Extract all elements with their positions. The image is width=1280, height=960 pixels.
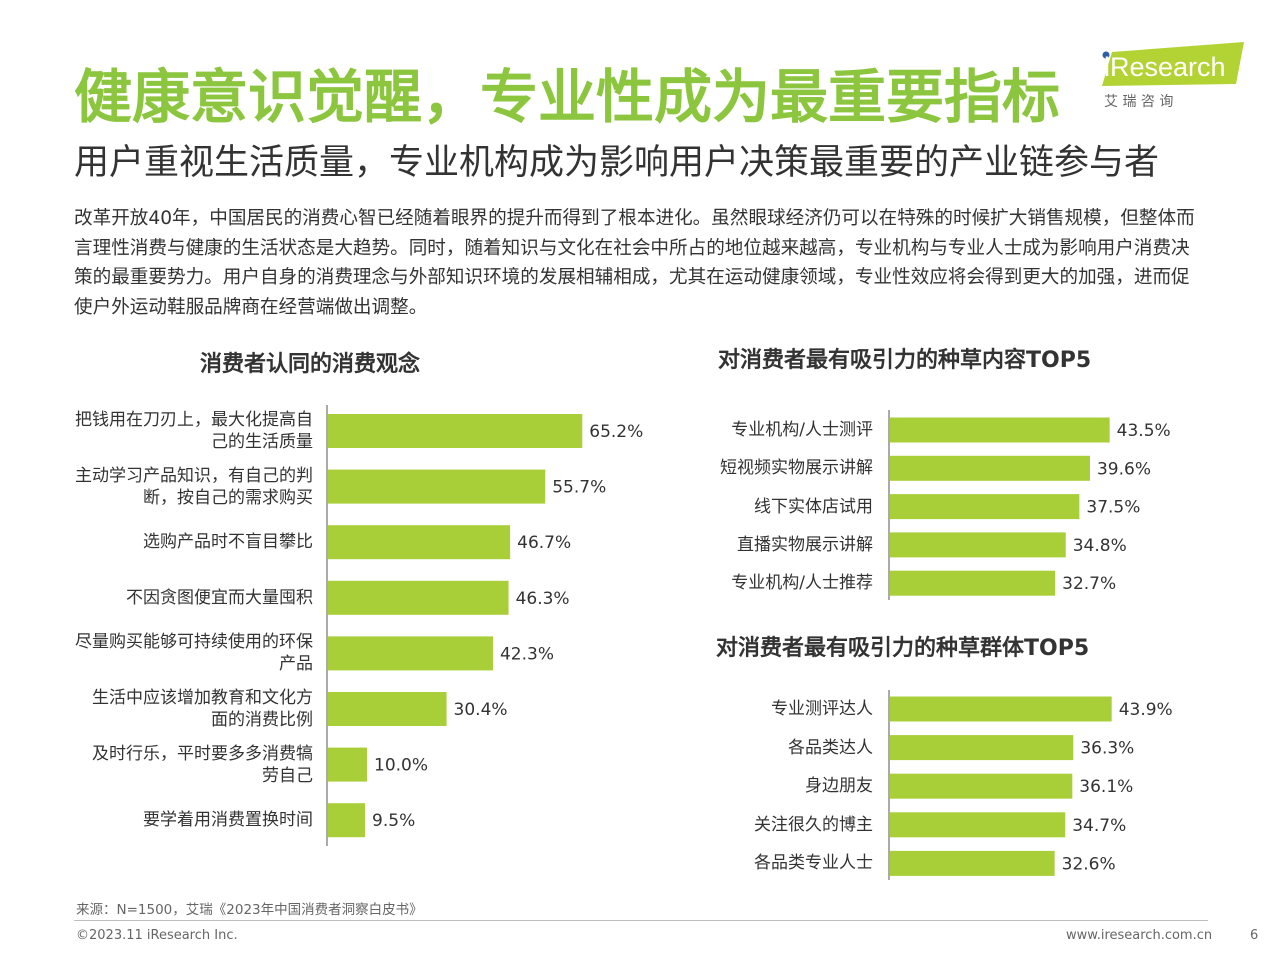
page-number: 6 <box>1250 928 1259 943</box>
chart1-value-label-4: 46.3% <box>516 589 570 609</box>
chart2-category-label-1-line-1: 专业机构/人士测评 <box>731 420 873 440</box>
chart1-bar-1 <box>328 414 583 448</box>
chart3-category-label-2: 各品类达人 <box>673 737 873 759</box>
chart1-category-label-6-line-1: 生活中应该增加教育和文化方 <box>92 688 313 708</box>
chart2-category-label-1: 专业机构/人士测评 <box>673 419 873 441</box>
chart2-category-label-2-line-1: 短视频实物展示讲解 <box>720 458 873 479</box>
chart1-category-label-5-line-2: 产品 <box>279 654 313 675</box>
chart1-value-label-7: 10.0% <box>374 756 428 776</box>
chart1-bar-2 <box>328 469 546 504</box>
chart2-category-label-4-line-1: 直播实物展示讲解 <box>737 534 873 555</box>
chart2-category-label-3-line-1: 线下实体店试用 <box>754 496 873 517</box>
chart1-category-label-5: 尽量购买能够可持续使用的环保 产品 <box>53 631 313 675</box>
chart2-value-label-5: 32.7% <box>1062 574 1116 594</box>
chart3-bar-5 <box>890 850 1055 876</box>
chart2-value-label-3: 37.5% <box>1086 498 1140 518</box>
chart2-value-label-2: 39.6% <box>1097 459 1151 479</box>
chart1-category-label-1-line-2: 己的生活质量 <box>211 432 313 452</box>
chart2-category-label-4: 直播实物展示讲解 <box>673 534 873 556</box>
chart1-bar-4 <box>328 580 509 615</box>
chart1-category-label-3: 选购产品时不盲目攀比 <box>53 531 313 553</box>
chart1-category-label-7-line-1: 及时行乐，平时要多多消费犒 <box>92 743 313 764</box>
chart1-category-label-6-line-2: 面的消费比例 <box>211 710 313 730</box>
chart1-value-label-8: 9.5% <box>372 811 415 831</box>
chart3-category-label-1: 专业测评达人 <box>673 698 873 720</box>
chart3-category-label-3: 身边朋友 <box>673 775 873 797</box>
chart3-bar-4 <box>890 812 1066 838</box>
chart3-bar-1 <box>890 696 1112 722</box>
chart1-value-label-5: 42.3% <box>500 644 554 664</box>
chart1-value-label-3: 46.7% <box>517 533 571 553</box>
chart1-category-label-8: 要学着用消费置换时间 <box>53 809 313 831</box>
chart2-category-label-3: 线下实体店试用 <box>673 496 873 518</box>
chart2-category-label-5-line-1: 专业机构/人士推荐 <box>731 573 873 594</box>
chart3-bar-2 <box>890 735 1074 761</box>
chart1-category-label-4-line-1: 不因贪图便宜而大量囤积 <box>126 587 313 608</box>
chart3-category-label-1-line-1: 专业测评达人 <box>771 699 873 719</box>
chart1-category-label-6: 生活中应该增加教育和文化方 面的消费比例 <box>53 687 313 731</box>
chart1-category-label-5-line-1: 尽量购买能够可持续使用的环保 <box>75 632 313 653</box>
chart1-bar-5 <box>328 636 493 671</box>
chart1-category-label-8-line-1: 要学着用消费置换时间 <box>143 810 313 831</box>
chart1 <box>0 0 1 1</box>
body-paragraph: 改革开放40年，中国居民的消费心智已经随着眼界的提升而得到了根本进化。虽然眼球经… <box>74 208 1195 318</box>
chart1-value-label-1: 65.2% <box>589 422 643 442</box>
logo-cn-text: 艾 瑞 咨 询 <box>1104 94 1173 110</box>
chart1-category-label-3-line-1: 选购产品时不盲目攀比 <box>143 532 313 553</box>
chart1-bar-8 <box>328 803 366 838</box>
chart1-category-label-1: 把钱用在刀刃上，最大化提高自 己的生活质量 <box>53 409 313 453</box>
chart3-value-label-1: 43.9% <box>1119 700 1173 720</box>
page-title: 健康意识觉醒，专业性成为最重要指标 <box>74 63 1061 131</box>
chart3-value-label-4: 34.7% <box>1072 816 1126 836</box>
chart3-value-label-3: 36.1% <box>1079 777 1133 797</box>
chart1-category-label-2-line-2: 断，按自己的需求购买 <box>143 487 313 508</box>
chart2-category-label-2: 短视频实物展示讲解 <box>673 457 873 479</box>
chart1-value-label-6: 30.4% <box>454 700 508 720</box>
chart1-category-label-1-line-1: 把钱用在刀刃上，最大化提高自 <box>75 410 313 430</box>
chart1-bar-6 <box>328 692 447 726</box>
footer-divider <box>74 920 1208 921</box>
copyright: ©2023.11 iResearch Inc. <box>76 928 238 943</box>
chart3-category-label-4: 关注很久的博主 <box>673 814 873 836</box>
chart1-category-label-2: 主动学习产品知识，有自己的判 断，按自己的需求购买 <box>53 465 313 509</box>
chart1-category-label-7-line-2: 劳自己 <box>262 765 313 786</box>
iresearch-logo: iResearch 艾 瑞 咨 询 <box>1098 40 1248 112</box>
chart1-category-label-4: 不因贪图便宜而大量囤积 <box>53 587 313 609</box>
website-link[interactable]: www.iresearch.com.cn <box>1066 928 1213 943</box>
chart2-bar-1 <box>890 417 1110 443</box>
chart3-category-label-2-line-1: 各品类达人 <box>788 737 873 758</box>
chart2-bar-4 <box>890 532 1066 558</box>
chart2-category-label-5: 专业机构/人士推荐 <box>673 572 873 594</box>
chart2-value-label-4: 34.8% <box>1073 536 1127 556</box>
chart2-bar-3 <box>890 494 1080 520</box>
chart1-category-label-2-line-1: 主动学习产品知识，有自己的判 <box>75 465 313 486</box>
chart1-bar-7 <box>328 747 367 782</box>
chart1-bar-3 <box>328 525 511 560</box>
chart3-title: 对消费者最有吸引力的种草群体TOP5 <box>716 636 1090 661</box>
chart1-value-label-2: 55.7% <box>552 478 606 498</box>
page-subtitle: 用户重视生活质量，专业机构成为影响用户决策最重要的产业链参与者 <box>74 143 1160 183</box>
chart3-bar-3 <box>890 773 1073 799</box>
logo-brand-text: iResearch <box>1104 52 1226 82</box>
source-note: 来源：N=1500，艾瑞《2023年中国消费者洞察白皮书》 <box>76 902 423 918</box>
chart3-value-label-2: 36.3% <box>1080 739 1134 759</box>
chart2-value-label-1: 43.5% <box>1117 421 1171 441</box>
chart2-bar-5 <box>890 570 1056 596</box>
chart3-category-label-5: 各品类专业人士 <box>673 852 873 874</box>
chart3-category-label-4-line-1: 关注很久的博主 <box>754 814 873 835</box>
chart3-value-label-5: 32.6% <box>1062 854 1116 874</box>
chart2-bar-2 <box>890 455 1090 481</box>
chart2-title: 对消费者最有吸引力的种草内容TOP5 <box>718 348 1092 373</box>
chart3-category-label-3-line-1: 身边朋友 <box>805 776 873 797</box>
chart3-category-label-5-line-1: 各品类专业人士 <box>754 853 873 874</box>
chart1-title: 消费者认同的消费观念 <box>200 352 421 377</box>
chart1-category-label-7: 及时行乐，平时要多多消费犒 劳自己 <box>53 743 313 787</box>
